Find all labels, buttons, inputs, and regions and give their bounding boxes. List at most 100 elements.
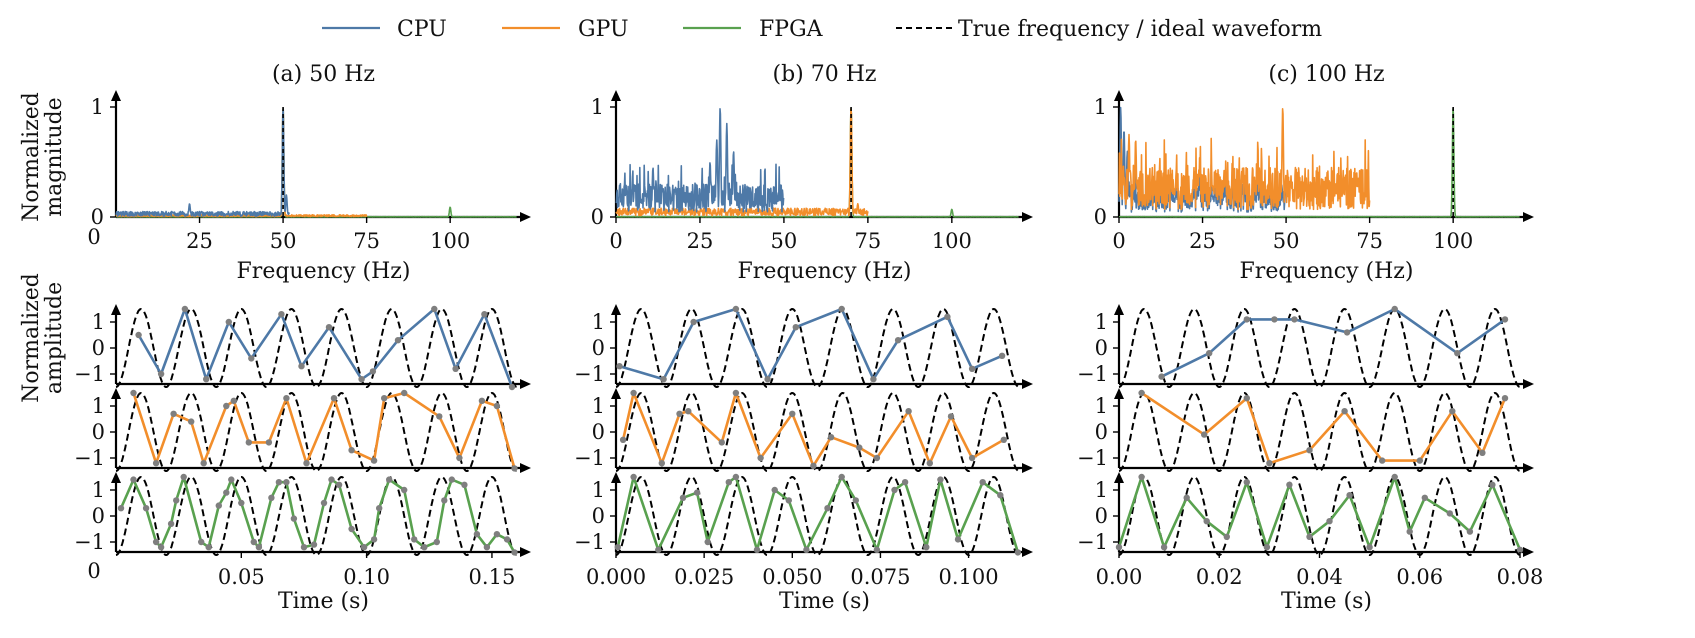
panel-a-waveform-gpu-point-1	[152, 460, 160, 467]
panel-a-waveform-cpu-point-13	[452, 365, 459, 372]
panel-b-spectrum-xtick-label-0: 0	[609, 229, 622, 253]
legend-label-cpu: CPU	[397, 17, 447, 42]
panel-b-waveform-cpu-point-6	[838, 305, 845, 313]
panel-a-waveform-fpga-point-10	[215, 502, 222, 509]
panel-b-spectrum-gpu-line	[615, 108, 869, 217]
panel-c-waveform-xtick-label-0: 0.00	[1096, 565, 1143, 589]
panel-c-waveform-xtick-label-3: 0.06	[1396, 565, 1443, 589]
panel-c-waveform-cpu: 10−1	[1077, 304, 1534, 389]
panel-b-spectrum-xlabel: Frequency (Hz)	[738, 259, 912, 284]
panel-a-waveform-cpu-ytick-label-0: 1	[92, 310, 105, 334]
panel-b-waveform-fpga-point-13	[838, 473, 845, 481]
panel-b-waveform-gpu-point-13	[905, 408, 912, 415]
panel-a-waveform-fpga-point-40	[503, 536, 511, 543]
panel-c-waveform-gpu-ytick-label-2: −1	[1077, 446, 1108, 470]
panel-a-waveform-fpga-point-27	[370, 536, 378, 543]
panel-a-waveform-cpu-point-5	[248, 355, 255, 362]
panel-b-waveform-cpu-point-9	[944, 313, 951, 320]
panel-a-waveform-fpga-point-15	[255, 544, 263, 551]
panel-a-waveform-gpu-point-17	[456, 454, 463, 462]
panel-b-waveform-gpu-point-0	[619, 436, 627, 443]
panel-c-waveform-cpu-ideal-line	[1118, 307, 1521, 389]
panel-a-waveform-fpga-point-21	[310, 541, 318, 548]
panel-a-waveform-fpga-point-32	[421, 544, 428, 551]
panel-c-waveform-fpga-point-8	[1286, 481, 1293, 488]
panel-c-waveform-fpga-point-1	[1138, 473, 1145, 481]
panel-a-waveform-fpga-point-12	[228, 476, 235, 483]
panel-b-spectrum-xtick-label-50: 50	[771, 229, 798, 253]
panel-b-waveform-gpu-point-16	[968, 454, 976, 462]
panel-a-waveform-cpu-ideal-line	[115, 307, 518, 389]
panel-c-waveform-fpga-point-2	[1160, 544, 1168, 551]
panel-a-waveform-fpga-point-22	[320, 499, 328, 507]
panel-c-spectrum-y-axis-arrow	[1114, 90, 1124, 101]
panel-c-waveform-fpga-point-16	[1446, 510, 1454, 517]
panel-b-waveform-cpu-point-7	[870, 376, 877, 383]
panel-a-waveform-cpu-point-4	[225, 318, 232, 326]
panel-b-waveform-xaxis: 0.000 0.025 0.050 0.075 0.100 Time (s)	[586, 552, 999, 614]
panel-b-waveform-xtick-label-2: 0.050	[762, 565, 822, 589]
panel-a-waveform-fpga-point-9	[205, 544, 212, 551]
panel-a-waveform-fpga-y-axis-arrow	[111, 472, 121, 483]
panel-a-waveform-xtick-label-1: 0.10	[343, 565, 390, 589]
panel-b-waveform-cpu-point-4	[764, 376, 771, 383]
panel-a-waveform-cpu-point-10	[369, 368, 377, 375]
panel-c-waveform-fpga-y-axis-arrow	[1114, 472, 1124, 483]
panel-c-waveform-gpu-point-5	[1341, 408, 1348, 415]
panel-a-spectrum-xtick-label-100: 100	[430, 229, 470, 253]
panel-a-waveform-gpu-point-6	[230, 397, 237, 404]
panel-b-waveform-fpga-ytick-label-0: 1	[592, 478, 605, 502]
panel-a-waveform-cpu-point-3	[203, 376, 210, 383]
panel-c-waveform-fpga-point-5	[1223, 533, 1231, 540]
panel-c-waveform-fpga-point-12	[1366, 544, 1373, 551]
panel-c-waveform-gpu-point-7	[1416, 457, 1424, 464]
panel-b-waveform-fpga-point-6	[725, 479, 732, 486]
panel-c-waveform-xtick-label-4: 0.08	[1497, 565, 1544, 589]
panel-a-waveform-fpga-point-14	[250, 538, 257, 546]
panel-a-waveform-fpga-point-5	[167, 520, 175, 527]
panel-a-waveform-cpu-point-0	[135, 331, 142, 339]
panel-c-spectrum-fpga-line	[1118, 108, 1520, 218]
panel-b-spectrum-xtick-label-25: 25	[687, 229, 714, 253]
panel-c-waveform-gpu-point-2	[1243, 395, 1251, 402]
panel-a-spectrum-x-axis-arrow	[520, 212, 531, 222]
panel-a-waveform-cpu-point-15	[508, 383, 516, 391]
panel-b-waveform-gpu-point-3	[676, 410, 683, 417]
panel-a-spectrum-ytick-label-1: 1	[91, 95, 104, 119]
panel-a-spectrum-xlabel: Frequency (Hz)	[237, 259, 411, 284]
panel-a-waveform-gpu-x-axis-arrow	[520, 463, 531, 473]
panel-a-spectrum-ytick-label-0: 0	[91, 205, 104, 229]
panel-a-waveform-cpu-point-12	[431, 305, 438, 313]
panel-b-spectrum-ytick-label-0: 0	[591, 205, 604, 229]
panel-c-spectrum-xtick-label-0: 0	[1112, 229, 1125, 253]
panel-a-waveform-origin-label-0: 0	[87, 559, 100, 583]
panel-b-waveform-cpu: 10−1	[574, 304, 1033, 389]
panel-c-waveform-cpu-point-8	[1501, 316, 1509, 323]
panel-c-waveform-cpu-point-5	[1343, 329, 1351, 336]
panel-a-waveform-fpga-point-31	[411, 536, 418, 543]
panel-a-waveform-gpu: 10−1	[74, 388, 531, 473]
panel-a-waveform-xlabel: Time (s)	[278, 589, 369, 614]
panel-c-waveform-gpu: 10−1	[1077, 388, 1534, 473]
legend: CPU GPU FPGA True frequency / ideal wave…	[322, 17, 1322, 42]
panel-b-waveform-fpga-point-11	[803, 546, 810, 553]
panel-b-waveform-xtick-label-0: 0.000	[586, 565, 646, 589]
panel-c-waveform-cpu-point-6	[1391, 305, 1398, 313]
panel-a-waveform-fpga-point-24	[335, 481, 343, 488]
panel-c-title: (c) 100 Hz	[1268, 62, 1384, 87]
legend-label-ideal: True frequency / ideal waveform	[958, 17, 1322, 42]
panel-a-waveform-cpu-y-axis-arrow	[111, 304, 121, 315]
panel-a-waveform-xtick-label-2: 0.15	[469, 565, 516, 589]
panel-a-waveform-gpu-point-12	[348, 447, 355, 454]
panel-a-waveform-fpga-ytick-label-0: 1	[92, 478, 105, 502]
panel-a-waveform-fpga-point-37	[473, 531, 481, 538]
panel-a-waveform-cpu-line	[137, 307, 514, 388]
panel-c-spectrum-xtick-label-25: 25	[1189, 229, 1216, 253]
panel-b-spectrum-cpu-line	[615, 108, 785, 213]
panel-b-waveform-fpga-point-20	[954, 536, 962, 543]
panel-a-waveform-fpga-point-33	[433, 538, 440, 546]
panel-b-waveform-fpga-x-axis-arrow	[1022, 547, 1033, 557]
panel-c-waveform-fpga-ytick-label-2: −1	[1077, 530, 1108, 554]
panel-a-waveform-gpu-point-3	[188, 418, 195, 425]
